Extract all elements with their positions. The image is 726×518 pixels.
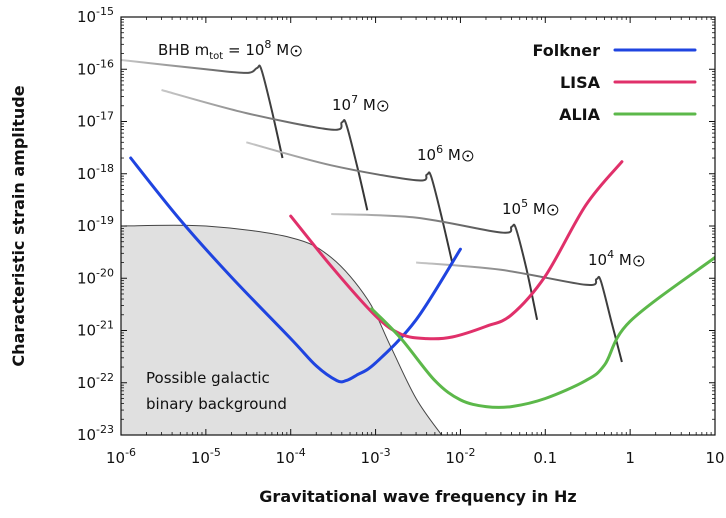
series-line-lisa: [289, 160, 624, 341]
y-tick-label: 10-15: [77, 5, 114, 26]
bhb-track-6: [246, 141, 454, 263]
solar-mass-symbol-icon: [377, 100, 389, 112]
y-tick-label: 10-22: [77, 371, 114, 392]
legend-label: LISA: [560, 73, 601, 92]
y-tick-label: 10-19: [77, 214, 114, 235]
bhb-track-5: [331, 213, 539, 321]
annotations-layer: BHB mtot = 108 M 107 M 106 M 105 M 104 M: [158, 38, 645, 269]
y-tick-label: 10-23: [77, 423, 114, 444]
legend-item-alia: ALIA: [559, 105, 697, 124]
x-tick-label: 0.1: [533, 449, 557, 467]
x-tick-label: 10-5: [191, 446, 221, 467]
x-tick-label: 10-4: [276, 446, 306, 467]
solar-mass-symbol-icon: [547, 204, 559, 216]
galactic-background-label-line1: Possible galactic: [146, 369, 270, 387]
solar-mass-symbol-icon: [290, 45, 302, 57]
legend-item-folkner: Folkner: [532, 41, 697, 60]
bhb-track-7: [161, 89, 369, 211]
x-tick-label: 10: [705, 449, 724, 467]
y-tick-label: 10-20: [77, 266, 114, 287]
x-tick-label: 10-6: [106, 446, 136, 467]
legend-item-lisa: LISA: [560, 73, 697, 92]
legend: Folkner LISA ALIA: [532, 41, 697, 124]
solar-mass-symbol-icon: [462, 150, 474, 162]
y-axis-label: Characteristic strain amplitude: [9, 85, 28, 366]
bhb-mass-label-6: 106 M: [417, 143, 461, 164]
solar-mass-symbol-icon: [633, 255, 645, 267]
bhb-track-4: [416, 261, 623, 363]
sensitivity-curves-layer: [129, 156, 715, 409]
bhb-track-8: [121, 59, 284, 159]
y-tick-label: 10-16: [77, 57, 114, 78]
series-line-folkner: [129, 156, 462, 384]
bhb-mass-label-4: 104 M: [588, 248, 632, 269]
x-tick-label: 10-3: [361, 446, 391, 467]
bhb-mass-label-7: 107 M: [332, 93, 376, 114]
x-axis-label: Gravitational wave frequency in Hz: [259, 487, 576, 506]
bhb-mass-label-8: BHB mtot = 108 M: [158, 38, 289, 62]
bhb-tracks-layer: [121, 59, 623, 363]
galactic-background-label-line2: binary background: [146, 395, 287, 413]
series-line-alia: [370, 256, 715, 409]
y-tick-label: 10-21: [77, 319, 114, 340]
x-tick-label: 10-2: [445, 446, 475, 467]
bhb-mass-label-5: 105 M: [502, 197, 546, 218]
y-tick-label: 10-17: [77, 110, 114, 131]
legend-label: Folkner: [532, 41, 600, 60]
x-tick-label: 1: [625, 449, 635, 467]
y-tick-label: 10-18: [77, 162, 114, 183]
legend-label: ALIA: [559, 105, 601, 124]
ticks-layer: 10-6 10-5 10-4 10-3 10-2 0.1 1 10 10-15 10-16 10-1…: [77, 5, 725, 467]
